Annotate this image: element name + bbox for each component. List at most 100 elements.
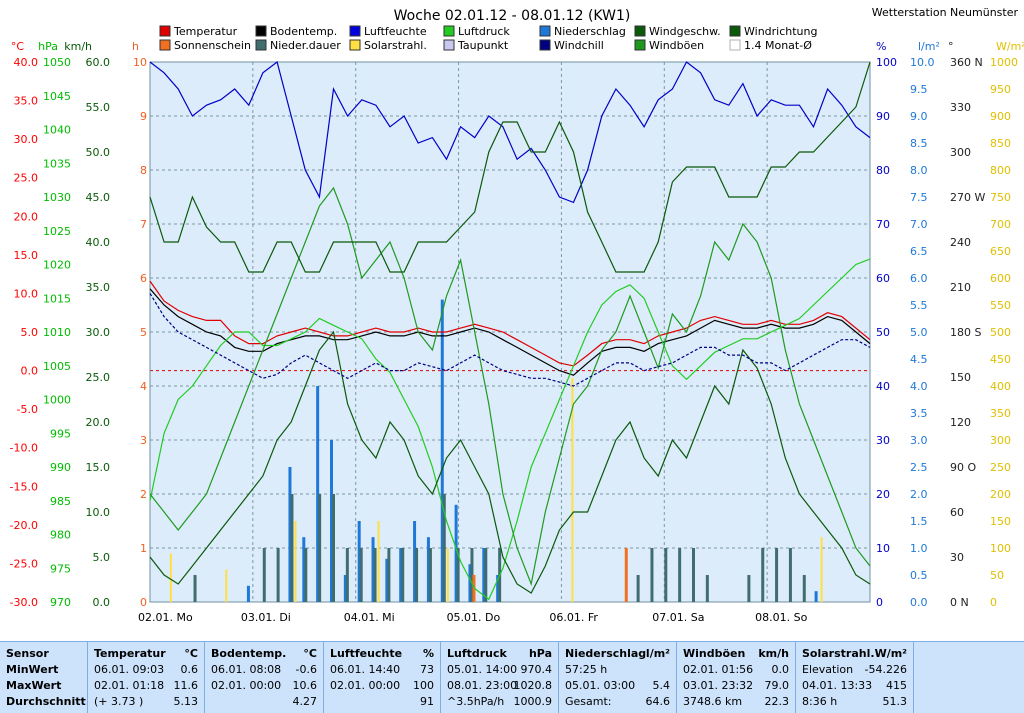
- axis-tick-temp: 0.0: [21, 365, 39, 378]
- stats-column-header: Bodentemp. °C: [211, 646, 317, 662]
- stats-cell-label: ^3.5hPa/h: [447, 695, 505, 708]
- stats-column-header: Niederschlag l/m²: [565, 646, 670, 662]
- axis-unit-temp: °C: [11, 40, 25, 53]
- axis-tick-solar: 700: [990, 218, 1011, 231]
- legend-label: Sonnenschein: [174, 39, 251, 52]
- axis-tick-hours: 9: [140, 110, 147, 123]
- bar-Sonnenschein: [472, 575, 476, 602]
- stats-column-unit: °C: [184, 647, 198, 660]
- legend-swatch: [634, 25, 646, 37]
- bar-Nieder.dauer: [775, 548, 779, 602]
- legend-label: Temperatur: [173, 25, 238, 38]
- axis-tick-pressure: 1005: [43, 360, 71, 373]
- bar-Nieder.dauer: [428, 548, 432, 602]
- legend-swatch: [729, 25, 741, 37]
- axis-tick-pressure: 1050: [43, 56, 71, 69]
- bar-Solarstrahl.: [169, 553, 172, 602]
- legend-swatch: [255, 39, 267, 51]
- axis-tick-wind: 45.0: [86, 191, 111, 204]
- bar-Solarstrahl.: [294, 521, 297, 602]
- axis-tick-humidity: 20: [876, 488, 890, 501]
- stats-cell-value: 0.6: [180, 663, 199, 676]
- bar-Niederschlag: [496, 575, 500, 602]
- stats-cell-row: 57:25 h: [565, 662, 670, 678]
- stats-cell-row: 4.27: [211, 694, 318, 710]
- axis-tick-temp: 10.0: [14, 287, 39, 300]
- stats-cell-row: 02.01. 01:18 11.6: [94, 678, 198, 694]
- axis-tick-temp: 15.0: [14, 249, 39, 262]
- axis-tick-wind: 0.0: [93, 596, 111, 609]
- plot-border: [149, 61, 871, 603]
- axis-tick-rain: 5.0: [910, 326, 928, 339]
- axis-tick-rain: 1.0: [910, 542, 928, 555]
- axis-tick-temp: 30.0: [14, 133, 39, 146]
- bar-Nieder.dauer: [747, 575, 751, 602]
- bar-Niederschlag: [302, 537, 306, 602]
- stats-cell-value: 51.3: [882, 695, 908, 708]
- grid: [149, 61, 871, 603]
- legend-label: Bodentemp.: [270, 25, 337, 38]
- axis-tick-hours: 5: [140, 326, 147, 339]
- line-Luftfeuchte: [149, 60, 871, 204]
- axis-tick-wind: 40.0: [86, 236, 111, 249]
- stats-label-avg: Durchschnitt: [6, 695, 86, 708]
- stats-cell-row: 05.01. 03:00 5.4: [565, 678, 670, 694]
- axis-tick-wind: 20.0: [86, 416, 111, 429]
- stats-column-unit: km/h: [758, 647, 789, 660]
- stats-cell-value: 73: [420, 663, 434, 676]
- axis-tick-solar: 850: [990, 137, 1011, 150]
- line-Windrichtung: [149, 61, 871, 273]
- stats-cell-value: 100: [413, 679, 434, 692]
- axis-tick-pressure: 1000: [43, 394, 71, 407]
- axis-tick-rain: 0.0: [910, 596, 928, 609]
- bar-Nieder.dauer: [678, 548, 682, 602]
- axis-tick-wind: 30.0: [86, 326, 111, 339]
- axis-tick-humidity: 30: [876, 434, 890, 447]
- x-tick-label: 05.01. Do: [447, 611, 501, 624]
- legend-label: Solarstrahl.: [364, 39, 427, 52]
- bar-Nieder.dauer: [442, 494, 446, 602]
- stats-column-unit: W/m²: [874, 647, 907, 660]
- axis-tick-temp: 20.0: [14, 210, 39, 223]
- chart-title: Woche 02.01.12 - 08.01.12 (KW1): [394, 8, 631, 24]
- bar-Solarstrahl.: [225, 569, 228, 602]
- axis-tick-wind: 10.0: [86, 506, 111, 519]
- axis-tick-humidity: 50: [876, 326, 890, 339]
- axis-unit-hours: h: [132, 40, 139, 53]
- stats-cell-row: 03.01. 23:32 79.0: [683, 678, 789, 694]
- bar-Niederschlag: [482, 548, 486, 602]
- axis-tick-pressure: 995: [50, 427, 71, 440]
- stats-column: Windböen km/h 02.01. 01:56 0.0 03.01. 23:32 7…: [677, 642, 796, 713]
- legend-swatch: [634, 39, 646, 51]
- axis-tick-wind: 15.0: [86, 461, 111, 474]
- legend-label: Niederschlag: [554, 25, 626, 38]
- legend-label: Taupunkt: [457, 39, 509, 52]
- stats-cell-label: 8:36 h: [802, 695, 838, 708]
- axis-tick-rain: 9.0: [910, 110, 928, 123]
- stats-cell-value: 64.6: [645, 695, 671, 708]
- axis-unit-humidity: %: [876, 40, 886, 53]
- bar-Solarstrahl.: [377, 521, 380, 602]
- axis-tick-wind: 35.0: [86, 281, 111, 294]
- legend-label: Nieder.dauer: [270, 39, 341, 52]
- stats-cell-row: 02.01. 01:56 0.0: [683, 662, 789, 678]
- stats-cell-row: 08.01. 23:00 1020.8: [447, 678, 552, 694]
- x-tick-label: 03.01. Di: [241, 611, 291, 624]
- axis-tick-direction: 270 W: [950, 191, 985, 204]
- stats-cell-row: ^3.5hPa/h 1000.9: [447, 694, 552, 710]
- stats-cell-row: 91: [330, 694, 434, 710]
- axis-tick-solar: 300: [990, 434, 1011, 447]
- stats-column: Luftdruck hPa 05.01. 14:00 970.4 08.01. 23:0…: [441, 642, 559, 713]
- line-series: [149, 60, 871, 601]
- stats-cell-row: (+ 3.73 ) 5.13: [94, 694, 198, 710]
- stats-cell-row: 8:36 h 51.3: [802, 694, 907, 710]
- stats-cell-label: 06.01. 09:03: [94, 663, 165, 676]
- stats-cell-value: 91: [420, 695, 434, 708]
- stats-column-name: Luftdruck: [447, 647, 507, 660]
- axis-tick-direction: 0 N: [950, 596, 969, 609]
- stats-cell-label: 06.01. 14:40: [330, 663, 401, 676]
- axis-tick-pressure: 1010: [43, 326, 71, 339]
- stats-cell-value: 970.4: [520, 663, 553, 676]
- axis-tick-hours: 8: [140, 164, 147, 177]
- axis-tick-temp: 25.0: [14, 172, 39, 185]
